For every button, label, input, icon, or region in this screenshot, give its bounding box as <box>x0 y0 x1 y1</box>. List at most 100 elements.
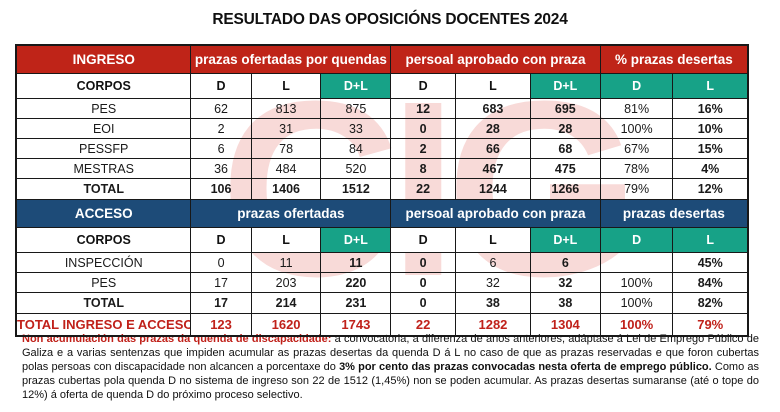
ingreso-subheader-row: CORPOS D L D+L D L D+L D L <box>15 73 749 99</box>
cell: 0 <box>190 252 252 273</box>
cell: 32 <box>454 272 531 293</box>
ingreso-group-ofertadas: prazas ofertadas por quendas <box>190 44 392 74</box>
col-header: L <box>250 227 322 253</box>
ingreso-group-desertas: % prazas desertas <box>599 44 749 74</box>
cell <box>599 252 674 273</box>
row-label: PES <box>15 98 192 119</box>
col-header: D+L <box>320 227 392 253</box>
cell: 475 <box>529 158 601 179</box>
table-row-inspeccion: INSPECCIÓN 0 11 11 0 6 6 45% <box>15 252 749 273</box>
cell: 6 <box>529 252 601 273</box>
col-header: D+L <box>529 227 601 253</box>
ingreso-section-label: INGRESO <box>15 44 192 74</box>
cell: 6 <box>454 252 531 273</box>
cell: 12 <box>390 98 456 119</box>
cell: 81% <box>599 98 674 119</box>
cell: 79% <box>672 313 749 337</box>
table-row-pessfp: PESSFP 6 78 84 2 66 68 67% 15% <box>15 138 749 159</box>
ingreso-group-aprobado: persoal aprobado con praza <box>390 44 601 74</box>
results-table-wrap: CIG INGRESO prazas ofertadas por quendas… <box>15 44 749 337</box>
cell: 467 <box>454 158 531 179</box>
row-label: PESSFP <box>15 138 192 159</box>
cell: 100% <box>599 292 674 314</box>
cell: 100% <box>599 118 674 139</box>
col-header: L <box>672 227 749 253</box>
cell: 33 <box>320 118 392 139</box>
cell: 68 <box>529 138 601 159</box>
row-label: EOI <box>15 118 192 139</box>
footnote-body-2: Como as prazas cubertas pola quenda D no… <box>22 360 759 401</box>
acceso-total-row: TOTAL 17 214 231 0 38 38 100% 82% <box>15 292 749 314</box>
cell: 62 <box>190 98 252 119</box>
cell: 45% <box>672 252 749 273</box>
table-row-pes-acceso: PES 17 203 220 0 32 32 100% 84% <box>15 272 749 293</box>
col-header: D <box>390 227 456 253</box>
cell: 15% <box>672 138 749 159</box>
cell: 2 <box>190 118 252 139</box>
cell: 22 <box>390 178 456 200</box>
acceso-group-header-row: ACCESO prazas ofertadas persoal aprobado… <box>15 199 749 228</box>
grand-total-row: TOTAL INGRESO E ACCESO 123 1620 1743 22 … <box>15 313 749 337</box>
cell: 28 <box>454 118 531 139</box>
acceso-group-desertas: prazas desertas <box>599 199 749 228</box>
row-label: PES <box>15 272 192 293</box>
cell: 106 <box>190 178 252 200</box>
cell: 22 <box>390 313 456 337</box>
cell: 813 <box>250 98 322 119</box>
row-label: MESTRAS <box>15 158 192 179</box>
footnote-strong: 3% por cento das prazas convocadas nesta… <box>339 360 712 373</box>
cell: 79% <box>599 178 674 200</box>
cell: 0 <box>390 252 456 273</box>
cell: 38 <box>454 292 531 314</box>
cell: 6 <box>190 138 252 159</box>
cell: 1743 <box>320 313 392 337</box>
cell: 214 <box>250 292 322 314</box>
page-title: RESULTADO DAS OPOSICIÓNS DOCENTES 2024 <box>212 11 568 28</box>
col-header: D+L <box>529 73 601 99</box>
cell: 123 <box>190 313 252 337</box>
col-header: D <box>599 73 674 99</box>
cell: 16% <box>672 98 749 119</box>
cell: 17 <box>190 272 252 293</box>
cell: 66 <box>454 138 531 159</box>
ingreso-group-header-row: INGRESO prazas ofertadas por quendas per… <box>15 44 749 74</box>
ingreso-corpos-label: CORPOS <box>15 73 192 99</box>
cell: 82% <box>672 292 749 314</box>
cell: 1406 <box>250 178 322 200</box>
cell: 100% <box>599 313 674 337</box>
cell: 31 <box>250 118 322 139</box>
col-header: L <box>454 227 531 253</box>
cell: 231 <box>320 292 392 314</box>
cell: 484 <box>250 158 322 179</box>
cell: 1620 <box>250 313 322 337</box>
ingreso-total-row: TOTAL 106 1406 1512 22 1244 1266 79% 12% <box>15 178 749 200</box>
cell: 1512 <box>320 178 392 200</box>
acceso-corpos-label: CORPOS <box>15 227 192 253</box>
acceso-section-label: ACCESO <box>15 199 192 228</box>
cell: 875 <box>320 98 392 119</box>
cell: 100% <box>599 272 674 293</box>
cell: 1282 <box>454 313 531 337</box>
cell: 0 <box>390 292 456 314</box>
cell: 0 <box>390 118 456 139</box>
col-header: D <box>390 73 456 99</box>
row-label: TOTAL <box>15 178 192 200</box>
row-label: TOTAL <box>15 292 192 314</box>
cell: 4% <box>672 158 749 179</box>
table-row-pes: PES 62 813 875 12 683 695 81% 16% <box>15 98 749 119</box>
cell: 695 <box>529 98 601 119</box>
cell: 84 <box>320 138 392 159</box>
cell: 683 <box>454 98 531 119</box>
cell: 2 <box>390 138 456 159</box>
col-header: D <box>190 227 252 253</box>
cell: 203 <box>250 272 322 293</box>
cell: 220 <box>320 272 392 293</box>
col-header: L <box>672 73 749 99</box>
cell: 78% <box>599 158 674 179</box>
cell: 12% <box>672 178 749 200</box>
col-header: L <box>250 73 322 99</box>
cell: 11 <box>320 252 392 273</box>
col-header: L <box>454 73 531 99</box>
acceso-group-ofertadas: prazas ofertadas <box>190 199 392 228</box>
